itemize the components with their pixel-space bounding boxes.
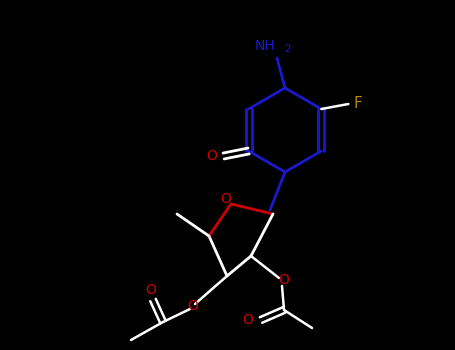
Text: NH: NH: [254, 39, 275, 53]
Text: F: F: [354, 97, 363, 112]
Text: 2: 2: [284, 44, 290, 54]
Text: O: O: [187, 299, 198, 313]
Text: O: O: [278, 273, 289, 287]
Text: O: O: [243, 313, 253, 327]
Text: O: O: [146, 283, 157, 297]
Text: O: O: [206, 149, 217, 163]
Text: O: O: [221, 192, 232, 206]
